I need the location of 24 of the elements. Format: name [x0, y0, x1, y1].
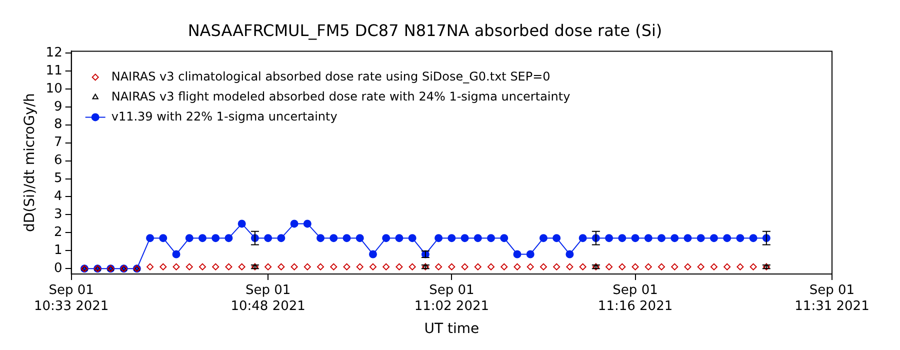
y-tick-label: 8 — [54, 117, 62, 132]
y-tick-label: 1 — [54, 243, 62, 258]
x-tick-label: Sep 01 10:33 2021 — [34, 283, 109, 314]
legend-label: v11.39 with 22% 1-sigma uncertainty — [111, 109, 338, 124]
y-tick-label: 9 — [54, 99, 62, 114]
y-tick-label: 12 — [46, 45, 62, 60]
y-tick-label: 4 — [54, 189, 62, 204]
y-tick-label: 2 — [54, 225, 62, 240]
y-tick-label: 7 — [54, 135, 62, 150]
legend-label: NAIRAS v3 flight modeled absorbed dose rate with 24% 1-sigma uncertainty — [111, 89, 570, 104]
x-axis-title: UT time — [424, 321, 480, 338]
y-tick-label: 11 — [46, 63, 62, 78]
y-tick-label: 5 — [54, 171, 62, 186]
x-tick-label: Sep 01 11:31 2021 — [794, 283, 870, 314]
y-axis-title: dD(Si)/dt microGy/h — [22, 93, 38, 232]
y-tick-label: 6 — [54, 153, 62, 168]
y-tick-label: 3 — [54, 207, 62, 222]
y-tick-label: 0 — [54, 260, 62, 276]
chart-title: NASAAFRCMUL_FM5 DC87 N817NA absorbed dose rate (Si) — [188, 20, 662, 40]
legend-label: NAIRAS v3 climatological absorbed dose rate using SiDose_G0.txt SEP=0 — [111, 69, 550, 84]
x-tick-label: Sep 01 11:16 2021 — [598, 283, 673, 314]
y-tick-label: 10 — [46, 81, 62, 96]
x-tick-label: Sep 01 11:02 2021 — [414, 283, 490, 314]
x-tick-label: Sep 01 10:48 2021 — [230, 283, 306, 314]
